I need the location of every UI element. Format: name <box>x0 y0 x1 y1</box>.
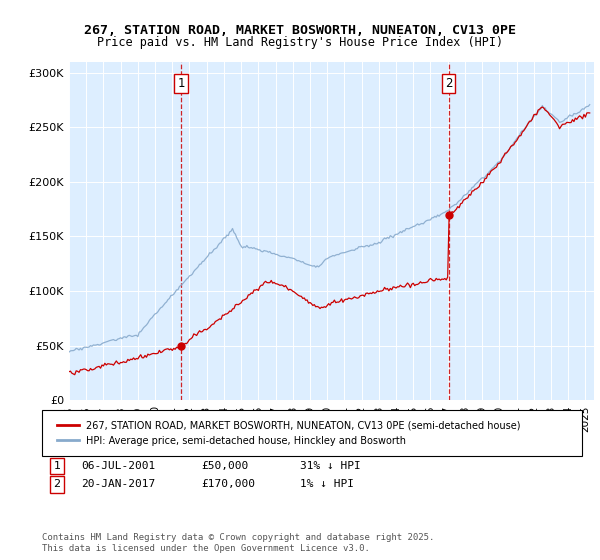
Text: Price paid vs. HM Land Registry's House Price Index (HPI): Price paid vs. HM Land Registry's House … <box>97 36 503 49</box>
Text: 1: 1 <box>178 77 185 90</box>
Text: 31% ↓ HPI: 31% ↓ HPI <box>300 461 361 471</box>
Text: Contains HM Land Registry data © Crown copyright and database right 2025.
This d: Contains HM Land Registry data © Crown c… <box>42 533 434 553</box>
Text: 1: 1 <box>53 461 61 471</box>
Legend: 267, STATION ROAD, MARKET BOSWORTH, NUNEATON, CV13 0PE (semi-detached house), HP: 267, STATION ROAD, MARKET BOSWORTH, NUNE… <box>52 416 526 451</box>
Text: 2: 2 <box>53 479 61 489</box>
Text: 2: 2 <box>445 77 452 90</box>
Text: 20-JAN-2017: 20-JAN-2017 <box>81 479 155 489</box>
Text: 1% ↓ HPI: 1% ↓ HPI <box>300 479 354 489</box>
Text: 06-JUL-2001: 06-JUL-2001 <box>81 461 155 471</box>
Text: £50,000: £50,000 <box>201 461 248 471</box>
Text: 267, STATION ROAD, MARKET BOSWORTH, NUNEATON, CV13 0PE: 267, STATION ROAD, MARKET BOSWORTH, NUNE… <box>84 24 516 36</box>
Text: £170,000: £170,000 <box>201 479 255 489</box>
